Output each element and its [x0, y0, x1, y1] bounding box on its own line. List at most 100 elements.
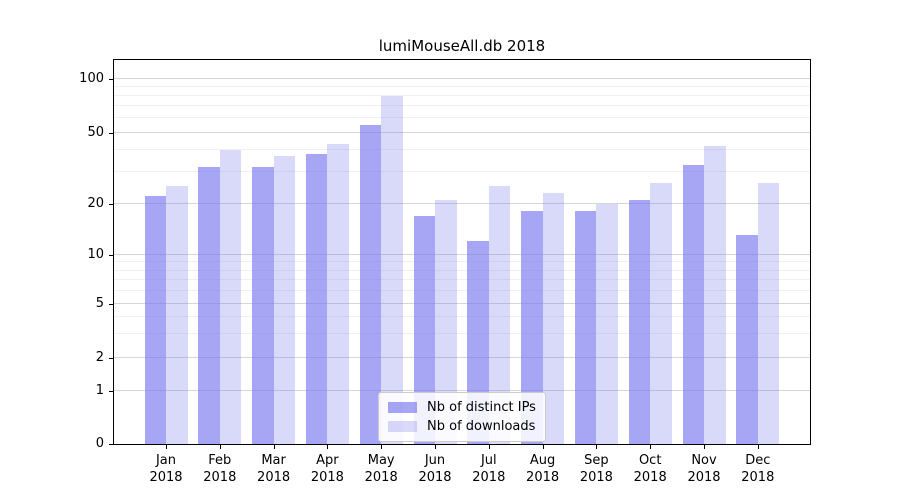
- bar-distinct-ips-oct: [628, 199, 651, 444]
- bar-distinct-ips-mar: [252, 167, 274, 444]
- minor-gridline: [114, 148, 810, 150]
- x-tick-month: Feb: [208, 453, 232, 468]
- bar-distinct-ips-apr: [305, 153, 328, 444]
- x-tick-month: Nov: [691, 453, 717, 468]
- x-tick-year: 2018: [526, 470, 560, 485]
- chart-title: lumiMouseAll.db 2018: [378, 37, 546, 55]
- x-tick-year: 2018: [687, 470, 721, 485]
- x-tick-year: 2018: [203, 470, 237, 485]
- bar-downloads-nov: [704, 146, 726, 444]
- y-tick-label-5: 5: [95, 295, 104, 311]
- x-tick-label-aug: Aug 2018: [511, 452, 575, 486]
- x-tick-mark-apr: [327, 445, 329, 449]
- x-tick-mark-mar: [273, 445, 275, 449]
- x-tick-label-may: May 2018: [349, 452, 413, 486]
- major-gridline-100: [114, 77, 810, 79]
- legend: Nb of distinct IPs Nb of downloads: [378, 392, 546, 442]
- x-tick-label-sep: Sep 2018: [564, 452, 628, 486]
- bar-downloads-mar: [273, 155, 296, 444]
- x-tick-label-jan: Jan 2018: [134, 452, 198, 486]
- x-tick-year: 2018: [472, 470, 506, 485]
- minor-gridline: [114, 289, 810, 291]
- minor-gridline: [114, 333, 810, 335]
- y-tick-label-10: 10: [87, 246, 104, 262]
- y-tick-mark-1: [109, 390, 113, 392]
- bar-distinct-ips-nov: [682, 164, 704, 444]
- x-tick-month: Jan: [155, 453, 177, 468]
- legend-item-distinct-ips: Nb of distinct IPs: [388, 398, 536, 417]
- x-tick-label-jul: Jul 2018: [457, 452, 521, 486]
- x-tick-mark-feb: [219, 445, 221, 449]
- bar-downloads-jan: [166, 186, 188, 444]
- x-tick-month: Sep: [584, 453, 609, 468]
- legend-label-downloads: Nb of downloads: [427, 419, 536, 434]
- bar-distinct-ips-jun: [413, 215, 435, 444]
- legend-swatch-distinct-ips: [388, 402, 417, 413]
- minor-gridline: [114, 269, 810, 271]
- x-tick-month: Apr: [316, 453, 339, 468]
- x-tick-month: Mar: [261, 453, 286, 468]
- legend-item-downloads: Nb of downloads: [388, 417, 536, 436]
- x-tick-mark-jul: [488, 445, 490, 449]
- minor-gridline: [114, 105, 810, 107]
- x-tick-label-dec: Dec 2018: [726, 452, 790, 486]
- x-tick-year: 2018: [257, 470, 291, 485]
- y-tick-mark-50: [109, 132, 113, 134]
- x-tick-label-jun: Jun 2018: [403, 452, 467, 486]
- minor-gridline: [114, 261, 810, 263]
- x-tick-label-nov: Nov 2018: [672, 452, 736, 486]
- major-gridline-10: [114, 253, 810, 255]
- bar-distinct-ips-may: [359, 125, 382, 444]
- x-tick-label-mar: Mar 2018: [242, 452, 306, 486]
- y-tick-label-2: 2: [95, 349, 104, 365]
- y-tick-label-0: 0: [95, 436, 104, 451]
- x-tick-year: 2018: [741, 470, 775, 485]
- minor-gridline: [114, 171, 810, 173]
- bar-downloads-oct: [650, 183, 672, 444]
- bar-downloads-dec: [757, 183, 780, 444]
- x-tick-year: 2018: [579, 470, 613, 485]
- bar-downloads-aug: [542, 192, 565, 444]
- x-tick-label-oct: Oct 2018: [618, 452, 682, 486]
- minor-gridline: [114, 95, 810, 97]
- minor-gridline: [114, 86, 810, 87]
- bar-distinct-ips-sep: [574, 211, 597, 444]
- bar-downloads-sep: [596, 203, 618, 444]
- x-tick-month: May: [367, 453, 395, 468]
- y-tick-mark-20: [109, 203, 113, 205]
- x-tick-year: 2018: [418, 470, 452, 485]
- bar-downloads-feb: [219, 149, 242, 444]
- x-tick-year: 2018: [149, 470, 183, 485]
- x-tick-mark-jan: [166, 445, 167, 449]
- bar-downloads-may: [381, 96, 403, 444]
- legend-swatch-downloads: [388, 421, 417, 432]
- major-gridline-20: [114, 202, 810, 204]
- bar-downloads-jun: [435, 199, 457, 444]
- plot-area: [113, 59, 811, 445]
- x-tick-mark-oct: [650, 445, 652, 449]
- y-tick-mark-100: [109, 78, 113, 80]
- bar-distinct-ips-dec: [736, 235, 758, 444]
- minor-gridline: [114, 117, 810, 119]
- minor-gridline: [114, 278, 810, 280]
- x-tick-mark-may: [381, 445, 383, 449]
- y-tick-label-50: 50: [87, 124, 104, 140]
- y-tick-label-1: 1: [95, 382, 104, 398]
- legend-label-distinct-ips: Nb of distinct IPs: [427, 400, 536, 415]
- x-tick-year: 2018: [364, 470, 398, 485]
- x-tick-month: Aug: [529, 453, 556, 468]
- major-gridline-50: [114, 131, 810, 133]
- y-tick-label-20: 20: [87, 195, 104, 211]
- x-tick-month: Jul: [480, 453, 497, 468]
- bar-downloads-jul: [488, 186, 511, 444]
- x-tick-month: Jun: [424, 453, 446, 468]
- bar-distinct-ips-feb: [198, 167, 220, 444]
- x-tick-year: 2018: [310, 470, 344, 485]
- x-tick-mark-dec: [757, 445, 759, 449]
- major-gridline-1: [114, 389, 810, 391]
- bar-distinct-ips-aug: [521, 211, 543, 444]
- y-tick-mark-5: [109, 303, 113, 305]
- x-tick-month: Dec: [745, 453, 771, 468]
- plot-inner: [114, 60, 810, 444]
